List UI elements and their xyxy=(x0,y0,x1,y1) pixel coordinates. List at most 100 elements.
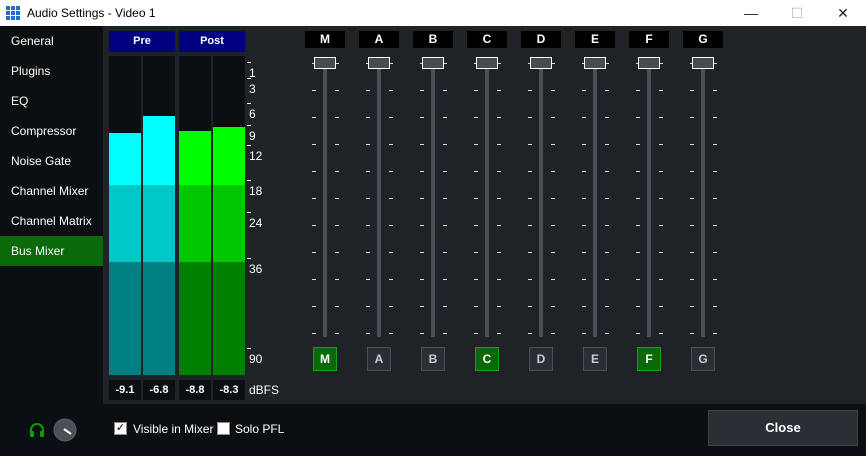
scale-tick-label: 9 xyxy=(247,125,256,143)
fader-tick xyxy=(474,117,478,118)
bus-fader-knob-B[interactable] xyxy=(422,57,444,69)
bus-fader-knob-G[interactable] xyxy=(692,57,714,69)
bus-toggle-M[interactable]: M xyxy=(313,347,337,371)
pre-header: Pre xyxy=(109,31,175,52)
bus-fader-track-M[interactable] xyxy=(323,63,327,337)
fader-tick xyxy=(690,279,694,280)
bus-toggle-D[interactable]: D xyxy=(529,347,553,371)
fader-tick xyxy=(474,144,478,145)
fader-tick xyxy=(690,90,694,91)
bus-fader-knob-E[interactable] xyxy=(584,57,606,69)
fader-tick xyxy=(528,279,532,280)
bus-fader-knob-M[interactable] xyxy=(314,57,336,69)
fader-tick xyxy=(420,279,424,280)
fader-tick xyxy=(605,252,609,253)
bus-label-C: C xyxy=(467,31,507,48)
close-window-button[interactable]: ✕ xyxy=(837,5,849,21)
fader-tick xyxy=(582,144,586,145)
bus-fader-knob-A[interactable] xyxy=(368,57,390,69)
fader-tick xyxy=(474,198,478,199)
fader-tick xyxy=(420,90,424,91)
window-title: Audio Settings - Video 1 xyxy=(27,6,156,20)
fader-tick xyxy=(335,252,339,253)
fader-tick xyxy=(636,198,640,199)
close-button[interactable]: Close xyxy=(708,410,858,446)
fader-tick xyxy=(582,225,586,226)
fader-tick xyxy=(443,63,447,64)
fader-tick xyxy=(605,198,609,199)
fader-tick xyxy=(659,198,663,199)
bus-fader-track-A[interactable] xyxy=(377,63,381,337)
sidebar-item-compressor[interactable]: Compressor xyxy=(11,124,77,138)
bus-toggle-G[interactable]: G xyxy=(691,347,715,371)
sidebar-item-noise-gate[interactable]: Noise Gate xyxy=(11,154,72,168)
fader-tick xyxy=(551,144,555,145)
fader-tick xyxy=(528,144,532,145)
fader-tick xyxy=(713,63,717,64)
fader-tick xyxy=(474,306,478,307)
pre-meter-right xyxy=(143,56,175,375)
fader-tick xyxy=(389,306,393,307)
scale-tick-label: 18 xyxy=(246,180,263,198)
solo-pfl-checkbox[interactable] xyxy=(217,422,230,435)
fader-tick xyxy=(443,198,447,199)
headphones-icon[interactable] xyxy=(28,421,46,439)
fader-tick xyxy=(528,333,532,334)
sidebar-item-general[interactable]: General xyxy=(11,34,54,48)
sidebar-item-channel-matrix[interactable]: Channel Matrix xyxy=(11,214,92,228)
visible-in-mixer-checkbox[interactable]: ✓ xyxy=(114,422,127,435)
fader-tick xyxy=(366,144,370,145)
fader-tick xyxy=(713,252,717,253)
bus-toggle-C[interactable]: C xyxy=(475,347,499,371)
fader-tick xyxy=(366,198,370,199)
meter-value: -9.1 xyxy=(109,380,141,400)
bus-fader-knob-D[interactable] xyxy=(530,57,552,69)
fader-tick xyxy=(690,306,694,307)
fader-tick xyxy=(389,144,393,145)
fader-tick xyxy=(497,225,501,226)
bus-fader-track-F[interactable] xyxy=(647,63,651,337)
bus-toggle-B[interactable]: B xyxy=(421,347,445,371)
sidebar-item-plugins[interactable]: Plugins xyxy=(11,64,51,78)
sidebar-item-channel-mixer[interactable]: Channel Mixer xyxy=(11,184,89,198)
bus-fader-knob-C[interactable] xyxy=(476,57,498,69)
fader-tick xyxy=(713,306,717,307)
bus-fader-track-B[interactable] xyxy=(431,63,435,337)
fader-tick xyxy=(312,144,316,145)
fader-tick xyxy=(389,225,393,226)
fader-tick xyxy=(420,333,424,334)
fader-tick xyxy=(389,117,393,118)
minimize-button[interactable]: — xyxy=(744,5,758,21)
bus-fader-track-D[interactable] xyxy=(539,63,543,337)
fader-tick xyxy=(528,171,532,172)
fader-tick xyxy=(443,333,447,334)
fader-tick xyxy=(366,90,370,91)
fader-tick xyxy=(335,117,339,118)
sidebar-item-bus-mixer[interactable]: Bus Mixer xyxy=(0,236,103,266)
fader-tick xyxy=(605,225,609,226)
fader-tick xyxy=(636,171,640,172)
bus-fader-track-G[interactable] xyxy=(701,63,705,337)
bus-toggle-E[interactable]: E xyxy=(583,347,607,371)
fader-tick xyxy=(497,63,501,64)
fader-tick xyxy=(636,90,640,91)
title-bar: Audio Settings - Video 1 — ☐ ✕ xyxy=(0,0,866,26)
bus-toggle-A[interactable]: A xyxy=(367,347,391,371)
fader-tick xyxy=(659,144,663,145)
bus-fader-track-E[interactable] xyxy=(593,63,597,337)
bus-fader-knob-F[interactable] xyxy=(638,57,660,69)
knob-icon[interactable] xyxy=(53,418,77,442)
bus-fader-track-C[interactable] xyxy=(485,63,489,337)
meter-level-segment xyxy=(143,185,175,262)
maximize-button[interactable]: ☐ xyxy=(790,5,804,21)
sidebar-item-eq[interactable]: EQ xyxy=(11,94,29,108)
fader-tick xyxy=(366,117,370,118)
fader-tick xyxy=(474,279,478,280)
fader-tick xyxy=(443,279,447,280)
fader-tick xyxy=(690,198,694,199)
bus-toggle-F[interactable]: F xyxy=(637,347,661,371)
fader-tick xyxy=(713,117,717,118)
scale-tick-label: 36 xyxy=(246,258,263,276)
fader-tick xyxy=(528,90,532,91)
scale-tick-label: 90 xyxy=(246,348,263,366)
